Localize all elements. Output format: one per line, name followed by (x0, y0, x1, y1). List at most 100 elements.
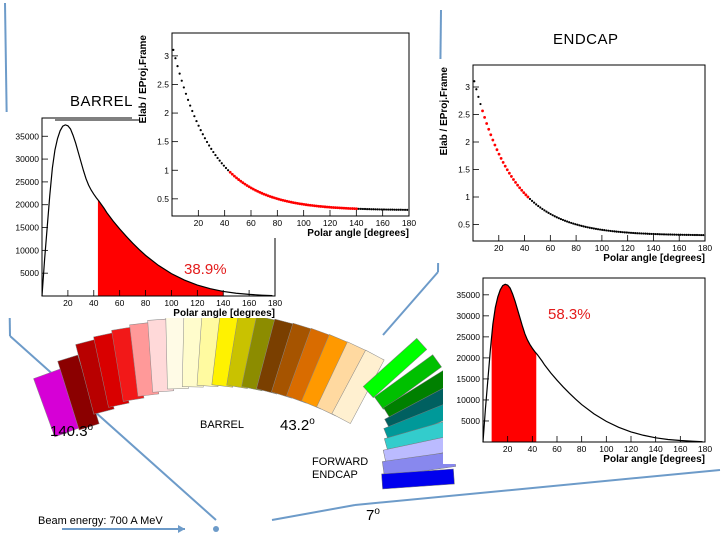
barrel_ratio-point (176, 65, 179, 68)
endcap_ratio-point (625, 231, 628, 234)
endcap_ratio-xtick-label: 180 (698, 243, 712, 253)
barrel_ratio-point (226, 169, 230, 172)
endcap_ratio-point (609, 229, 612, 233)
endcap_ratio-point (516, 183, 519, 187)
endcap_hist-ytick-label: 20000 (456, 353, 480, 363)
barrel_ratio-point (285, 199, 289, 203)
endcap_ratio-chart: 20 40 60 80 100 120 140 160 180 0.5 1 1.5 2 2.5 3 Polar… (433, 59, 712, 264)
endcap_hist-xtick-label: 120 (624, 444, 638, 454)
barrel_ratio-point (212, 150, 215, 154)
guide-line-5 (354, 469, 721, 506)
endcap_hist-xtick-label: 140 (649, 444, 663, 454)
endcap_ratio-point (522, 191, 526, 195)
endcap_ratio-point (636, 232, 639, 235)
barrel_ratio-point (251, 187, 255, 191)
barrel_ratio-point (260, 191, 264, 195)
endcap_ratio-point (646, 232, 649, 235)
barrel_ratio-point (235, 176, 238, 180)
endcap_ratio-point (644, 232, 647, 235)
barrel_ratio-point (184, 92, 188, 95)
endcap_ratio-xtick-label: 40 (520, 243, 530, 253)
endcap_ratio-point (541, 207, 544, 211)
barrel_ratio-point (241, 181, 245, 185)
barrel_ratio-xtick-label: 160 (376, 218, 390, 228)
endcap_ratio-ytick-label: 1 (465, 192, 470, 202)
endcap_ratio-point (568, 221, 571, 224)
barrel_ratio-point (395, 208, 398, 211)
endcap_ratio-point (673, 233, 676, 236)
barrel_ratio-point (201, 133, 204, 136)
endcap_ratio-point (499, 156, 503, 160)
barrel_ratio-point (273, 196, 276, 200)
barrel_ratio-point (233, 174, 236, 178)
endcap_ratio-point (685, 233, 688, 236)
endcap_ratio-point (493, 143, 497, 147)
barrel_ratio-point (262, 192, 266, 196)
endcap_hist-ytick-label: 25000 (456, 332, 480, 342)
barrel_ratio-point (205, 140, 209, 144)
barrel_ratio-point (189, 104, 192, 107)
barrel_ratio-point (378, 208, 381, 211)
barrel_ratio-point (346, 206, 350, 210)
barrel_hist-xtick-label: 80 (141, 298, 151, 308)
endcap_ratio-point (473, 80, 476, 83)
barrel_ratio-point (313, 204, 316, 208)
barrel_ratio-ytick-label: 2.5 (157, 79, 169, 89)
barrel_hist-ytick-label: 20000 (15, 200, 39, 210)
barrel_hist-xtick-label: 160 (242, 298, 256, 308)
endcap-title: ENDCAP (553, 31, 619, 48)
barrel_ratio-point (368, 208, 371, 211)
barrel_ratio-point (243, 182, 247, 186)
endcap_ratio-point (693, 233, 697, 237)
barrel_ratio-point (247, 185, 251, 189)
endcap_hist-highlight-area (491, 284, 537, 442)
endcap_ratio-point (650, 232, 653, 236)
barrel_ratio-ytick-label: 3 (164, 51, 169, 61)
barrel_ratio-point (186, 98, 190, 101)
barrel_ratio-point (338, 206, 342, 210)
endcap_ratio-point (483, 115, 486, 119)
endcap_ratio-point (603, 229, 606, 232)
endcap_ratio-point (687, 233, 690, 236)
endcap_ratio-point (664, 233, 668, 236)
endcap_hist-xtick-label: 100 (599, 444, 613, 454)
endcap_ratio-point (547, 211, 550, 214)
endcap_ratio-point (576, 223, 579, 226)
barrel_ratio-xtick-label: 20 (194, 218, 204, 228)
endcap_ratio-panel (433, 59, 711, 263)
barrel_ratio-ytick-label: 1.5 (157, 137, 169, 147)
endcap_ratio-xlabel: Polar angle [degrees] (603, 253, 705, 264)
barrel_hist-ytick-label: 10000 (15, 245, 39, 255)
endcap_ratio-point (669, 233, 672, 236)
endcap_ratio-point (582, 225, 585, 228)
endcap_ratio-point (559, 217, 563, 221)
barrel_ratio-point (218, 159, 221, 162)
endcap_ratio-point (495, 148, 499, 152)
barrel_ratio-point (391, 208, 394, 211)
angle-mid-label: 43.2o (280, 416, 315, 434)
endcap_ratio-point (658, 233, 661, 236)
endcap_ratio-point (654, 232, 657, 236)
endcap_ratio-point (489, 133, 493, 137)
forward-endcap-label: FORWARD ENDCAP (312, 456, 369, 481)
barrel_hist-ytick-label: 15000 (15, 223, 39, 233)
endcap_ratio-ytick-label: 3 (465, 82, 470, 92)
endcap_ratio-point (596, 228, 600, 231)
barrel-percentage: 38.9% (184, 261, 227, 278)
endcap_hist-xtick-label: 80 (577, 444, 587, 454)
endcap_ratio-point (539, 206, 542, 209)
endcap_ratio-point (619, 230, 622, 234)
barrel_ratio-point (374, 208, 377, 211)
endcap_ratio-point (598, 228, 602, 231)
beam-arrow-head (178, 525, 185, 533)
barrel_hist-xtick-label: 100 (164, 298, 178, 308)
endcap_hist-ytick-label: 5000 (461, 416, 480, 426)
barrel_ratio-point (310, 204, 314, 207)
barrel_hist-xtick-label: 40 (89, 298, 99, 308)
barrel-detector-ring (33, 312, 385, 438)
endcap_ratio-point (528, 197, 532, 201)
barrel_ratio-point (366, 207, 369, 211)
barrel_ratio-point (304, 203, 308, 207)
endcap_ratio-ytick-label: 1.5 (458, 165, 470, 175)
endcap_ratio-xtick-label: 140 (646, 243, 660, 253)
